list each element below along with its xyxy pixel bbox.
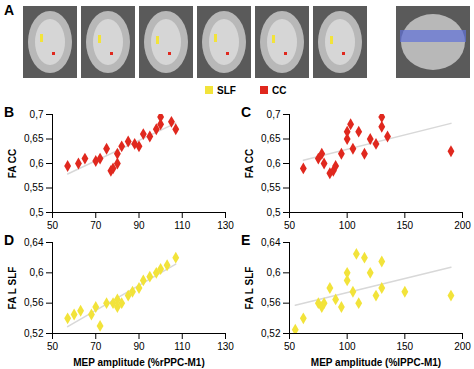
- svg-text:CC: CC: [272, 85, 286, 96]
- svg-text:0,5: 0,5: [30, 207, 44, 218]
- svg-text:0,56: 0,56: [24, 297, 44, 308]
- svg-text:FA L SLF: FA L SLF: [244, 267, 255, 310]
- svg-text:FA L SLF: FA L SLF: [7, 267, 18, 310]
- svg-text:130: 130: [217, 220, 234, 231]
- svg-text:MEP amplitude (%lPPC-M1): MEP amplitude (%lPPC-M1): [311, 357, 441, 368]
- svg-text:0,64: 0,64: [261, 237, 281, 248]
- svg-text:100: 100: [339, 220, 356, 231]
- html-text:A: A: [4, 2, 15, 18]
- html-text:B: B: [4, 104, 15, 120]
- svg-text:200: 200: [454, 341, 471, 352]
- svg-text:0,5: 0,5: [267, 207, 281, 218]
- svg-text:0,56: 0,56: [261, 297, 281, 308]
- svg-text:FA CC: FA CC: [7, 149, 18, 179]
- svg-text:0,6: 0,6: [267, 267, 281, 278]
- svg-text:0,65: 0,65: [261, 133, 281, 144]
- svg-text:70: 70: [90, 341, 102, 352]
- svg-text:100: 100: [339, 341, 356, 352]
- svg-text:0,6: 0,6: [267, 158, 281, 169]
- svg-text:200: 200: [454, 220, 471, 231]
- svg-text:50: 50: [47, 341, 59, 352]
- svg-text:0,55: 0,55: [24, 182, 44, 193]
- html-text:D: D: [4, 232, 15, 248]
- svg-text:MEP amplitude (%rPPC-M1): MEP amplitude (%rPPC-M1): [73, 357, 205, 368]
- svg-text:0,52: 0,52: [261, 328, 281, 339]
- svg-text:SLF: SLF: [217, 85, 236, 96]
- svg-text:0,7: 0,7: [267, 109, 281, 120]
- svg-text:110: 110: [174, 220, 190, 231]
- svg-text:0,64: 0,64: [24, 237, 44, 248]
- svg-text:FA CC: FA CC: [244, 149, 255, 179]
- svg-text:150: 150: [396, 341, 413, 352]
- svg-text:50: 50: [284, 220, 296, 231]
- svg-text:50: 50: [284, 341, 296, 352]
- svg-text:50: 50: [47, 220, 59, 231]
- svg-text:0,7: 0,7: [30, 109, 44, 120]
- svg-text:130: 130: [217, 341, 234, 352]
- svg-text:0,55: 0,55: [261, 182, 281, 193]
- svg-text:0,52: 0,52: [24, 328, 44, 339]
- svg-text:90: 90: [133, 220, 145, 231]
- html-text:E: E: [241, 232, 251, 248]
- svg-text:0,65: 0,65: [24, 133, 44, 144]
- html-text:C: C: [241, 104, 252, 120]
- svg-text:70: 70: [90, 220, 102, 231]
- svg-text:150: 150: [396, 220, 413, 231]
- svg-text:0,6: 0,6: [30, 158, 44, 169]
- svg-text:110: 110: [174, 341, 190, 352]
- svg-text:90: 90: [133, 341, 145, 352]
- svg-text:0,6: 0,6: [30, 267, 44, 278]
